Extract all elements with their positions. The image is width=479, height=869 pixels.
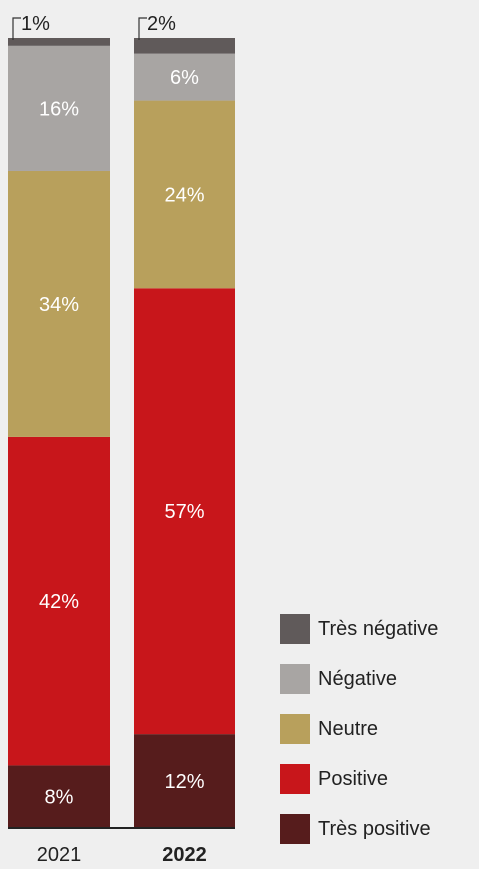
data-label-2022-tres-negative: 2% — [147, 13, 176, 35]
x-tick-2021: 2021 — [37, 844, 82, 866]
leader-line-2021-tres-negative — [12, 17, 21, 40]
bar-2022-negative — [134, 53, 235, 101]
legend-label-neutre: Neutre — [318, 717, 379, 740]
legend-label-tres-positive: Très positive — [318, 817, 431, 840]
data-label-2022-neutre: 24% — [164, 184, 204, 206]
data-label-2022-positive: 57% — [164, 501, 204, 523]
bar-2021-positive — [8, 436, 110, 766]
legend-item-tres-negative: Très négative — [280, 604, 438, 654]
bar-2022-positive — [134, 288, 235, 735]
data-label-2021-neutre: 34% — [39, 294, 79, 316]
legend-label-negative: Négative — [318, 667, 397, 690]
legend-swatch-tres-negative — [280, 614, 310, 644]
legend-item-positive: Positive — [280, 754, 438, 804]
bar-2022-neutre — [134, 100, 235, 289]
data-label-2022-tres-positive: 12% — [164, 771, 204, 793]
legend-swatch-tres-positive — [280, 814, 310, 844]
legend-swatch-negative — [280, 664, 310, 694]
x-tick-2022: 2022 — [162, 844, 207, 866]
bar-2021-negative — [8, 45, 110, 171]
bar-2022-tres-positive — [134, 734, 235, 828]
bar-2022-tres-negative — [134, 38, 235, 54]
data-label-2021-tres-negative: 1% — [21, 13, 50, 35]
data-label-2021-tres-positive: 8% — [45, 787, 74, 809]
legend-item-tres-positive: Très positive — [280, 804, 438, 854]
data-label-2021-positive: 42% — [39, 591, 79, 613]
legend-item-negative: Négative — [280, 654, 438, 704]
legend-swatch-positive — [280, 764, 310, 794]
legend: Très négative Négative Neutre Positive T… — [280, 604, 438, 854]
leader-line-2022-tres-negative — [138, 17, 147, 40]
legend-label-tres-negative: Très négative — [318, 617, 439, 640]
bar-2021-neutre — [8, 170, 110, 437]
legend-label-positive: Positive — [318, 767, 389, 790]
data-label-2021-negative: 16% — [39, 98, 79, 120]
legend-swatch-neutre — [280, 714, 310, 744]
bar-2021-tres-negative — [8, 38, 110, 46]
data-label-2022-negative: 6% — [170, 67, 199, 89]
legend-item-neutre: Neutre — [280, 704, 438, 754]
bar-2021-tres-positive — [8, 765, 110, 828]
